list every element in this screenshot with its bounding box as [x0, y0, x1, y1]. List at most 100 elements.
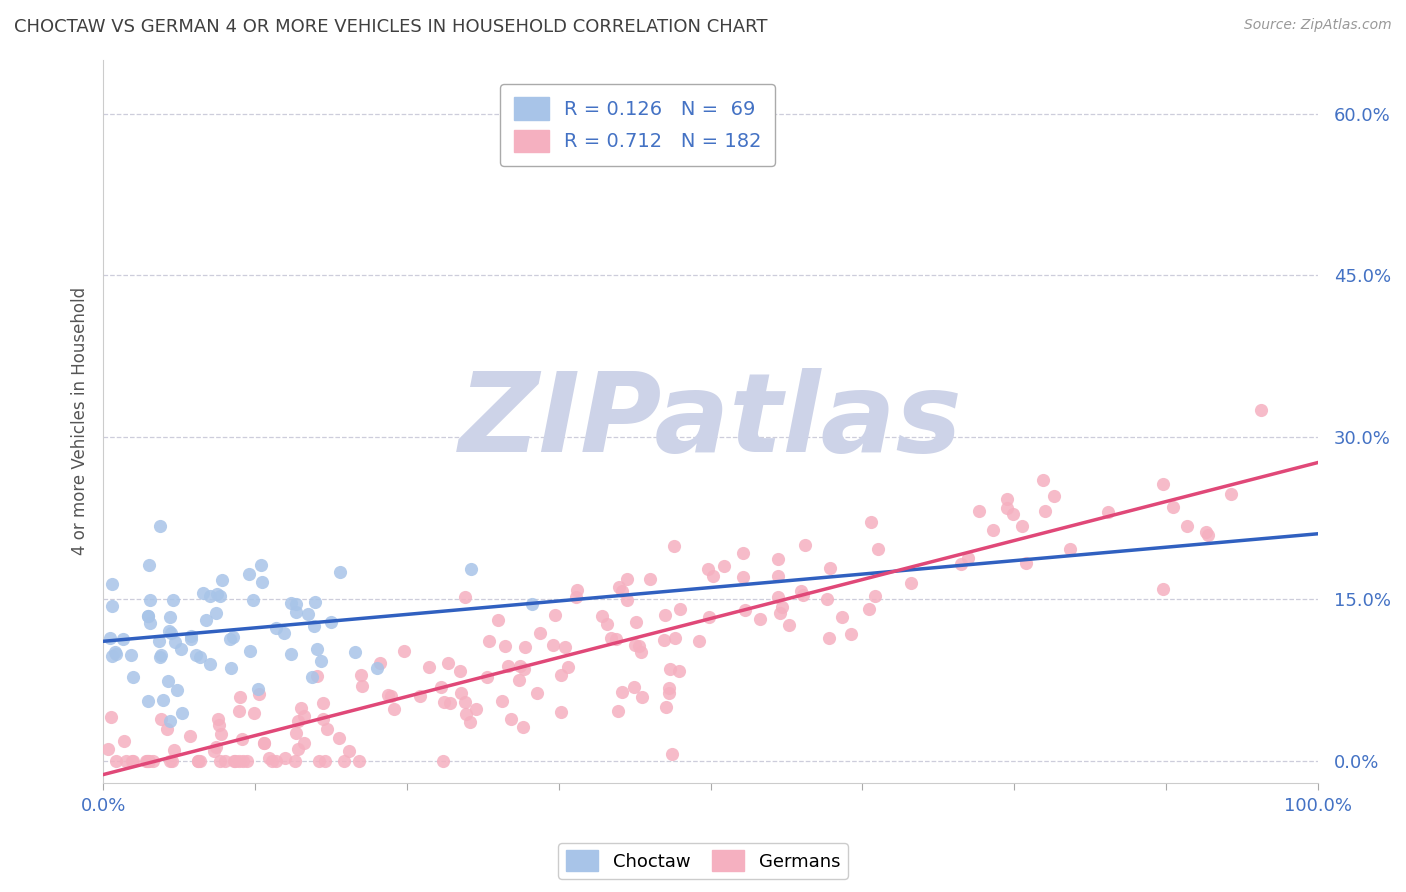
Y-axis label: 4 or more Vehicles in Household: 4 or more Vehicles in Household: [72, 287, 89, 555]
Point: [496, 658, 519, 673]
Point: [321, 615, 343, 630]
Point: [315, 722, 337, 736]
Point: [333, 754, 356, 768]
Point: [121, 754, 143, 768]
Point: [219, 632, 242, 646]
Point: [664, 539, 686, 553]
Point: [149, 648, 172, 663]
Point: [859, 516, 882, 530]
Point: [228, 754, 250, 768]
Point: [508, 673, 530, 687]
Point: [702, 568, 724, 582]
Point: [104, 645, 127, 659]
Point: [163, 743, 186, 757]
Point: [292, 709, 315, 723]
Point: [142, 754, 165, 768]
Point: [818, 561, 841, 575]
Point: [207, 712, 229, 726]
Point: [305, 669, 328, 683]
Point: [491, 694, 513, 708]
Point: [624, 638, 647, 652]
Point: [818, 631, 841, 645]
Point: [465, 702, 488, 716]
Point: [1011, 518, 1033, 533]
Point: [104, 754, 127, 768]
Point: [157, 624, 180, 639]
Point: [283, 754, 305, 768]
Point: [1197, 528, 1219, 542]
Point: [200, 657, 222, 671]
Point: [1097, 504, 1119, 518]
Point: [264, 754, 287, 768]
Point: [138, 558, 160, 573]
Point: [122, 670, 145, 684]
Point: [631, 690, 654, 705]
Point: [1042, 489, 1064, 503]
Point: [522, 598, 544, 612]
Point: [209, 589, 232, 603]
Point: [329, 565, 352, 579]
Point: [1059, 541, 1081, 556]
Point: [243, 706, 266, 721]
Point: [148, 633, 170, 648]
Point: [328, 731, 350, 746]
Point: [285, 597, 308, 611]
Point: [159, 610, 181, 624]
Point: [159, 754, 181, 768]
Point: [995, 491, 1018, 506]
Point: [863, 589, 886, 603]
Point: [382, 702, 405, 716]
Point: [612, 584, 634, 599]
Point: [1152, 477, 1174, 491]
Point: [1250, 403, 1272, 417]
Point: [205, 587, 228, 601]
Point: [180, 632, 202, 646]
Text: ZIPatlas: ZIPatlas: [458, 368, 962, 475]
Legend: R = 0.126   N =  69, R = 0.712   N = 182: R = 0.126 N = 69, R = 0.712 N = 182: [501, 84, 775, 166]
Point: [260, 754, 283, 768]
Point: [305, 641, 328, 656]
Point: [101, 577, 124, 591]
Point: [564, 590, 586, 604]
Point: [138, 694, 160, 708]
Point: [242, 593, 264, 607]
Point: [302, 619, 325, 633]
Text: CHOCTAW VS GERMAN 4 OR MORE VEHICLES IN HOUSEHOLD CORRELATION CHART: CHOCTAW VS GERMAN 4 OR MORE VEHICLES IN …: [14, 18, 768, 36]
Point: [136, 754, 159, 768]
Point: [606, 704, 628, 718]
Point: [314, 754, 336, 768]
Point: [247, 681, 270, 696]
Point: [205, 739, 228, 754]
Point: [149, 519, 172, 533]
Point: [513, 640, 536, 655]
Point: [221, 661, 243, 675]
Point: [439, 696, 461, 710]
Point: [1219, 487, 1241, 501]
Point: [609, 580, 631, 594]
Point: [858, 602, 880, 616]
Point: [208, 754, 231, 768]
Point: [136, 609, 159, 624]
Point: [253, 736, 276, 750]
Point: [284, 606, 307, 620]
Point: [591, 609, 613, 624]
Point: [112, 632, 135, 646]
Point: [1001, 508, 1024, 522]
Point: [815, 591, 838, 606]
Point: [766, 590, 789, 604]
Point: [697, 610, 720, 624]
Point: [350, 668, 373, 682]
Point: [433, 695, 456, 709]
Point: [195, 613, 218, 627]
Point: [408, 689, 430, 703]
Point: [166, 682, 188, 697]
Point: [1195, 524, 1218, 539]
Point: [394, 644, 416, 658]
Point: [280, 648, 302, 662]
Point: [458, 714, 481, 729]
Point: [512, 720, 534, 734]
Point: [121, 754, 143, 768]
Point: [605, 632, 627, 646]
Point: [208, 718, 231, 732]
Point: [352, 679, 374, 693]
